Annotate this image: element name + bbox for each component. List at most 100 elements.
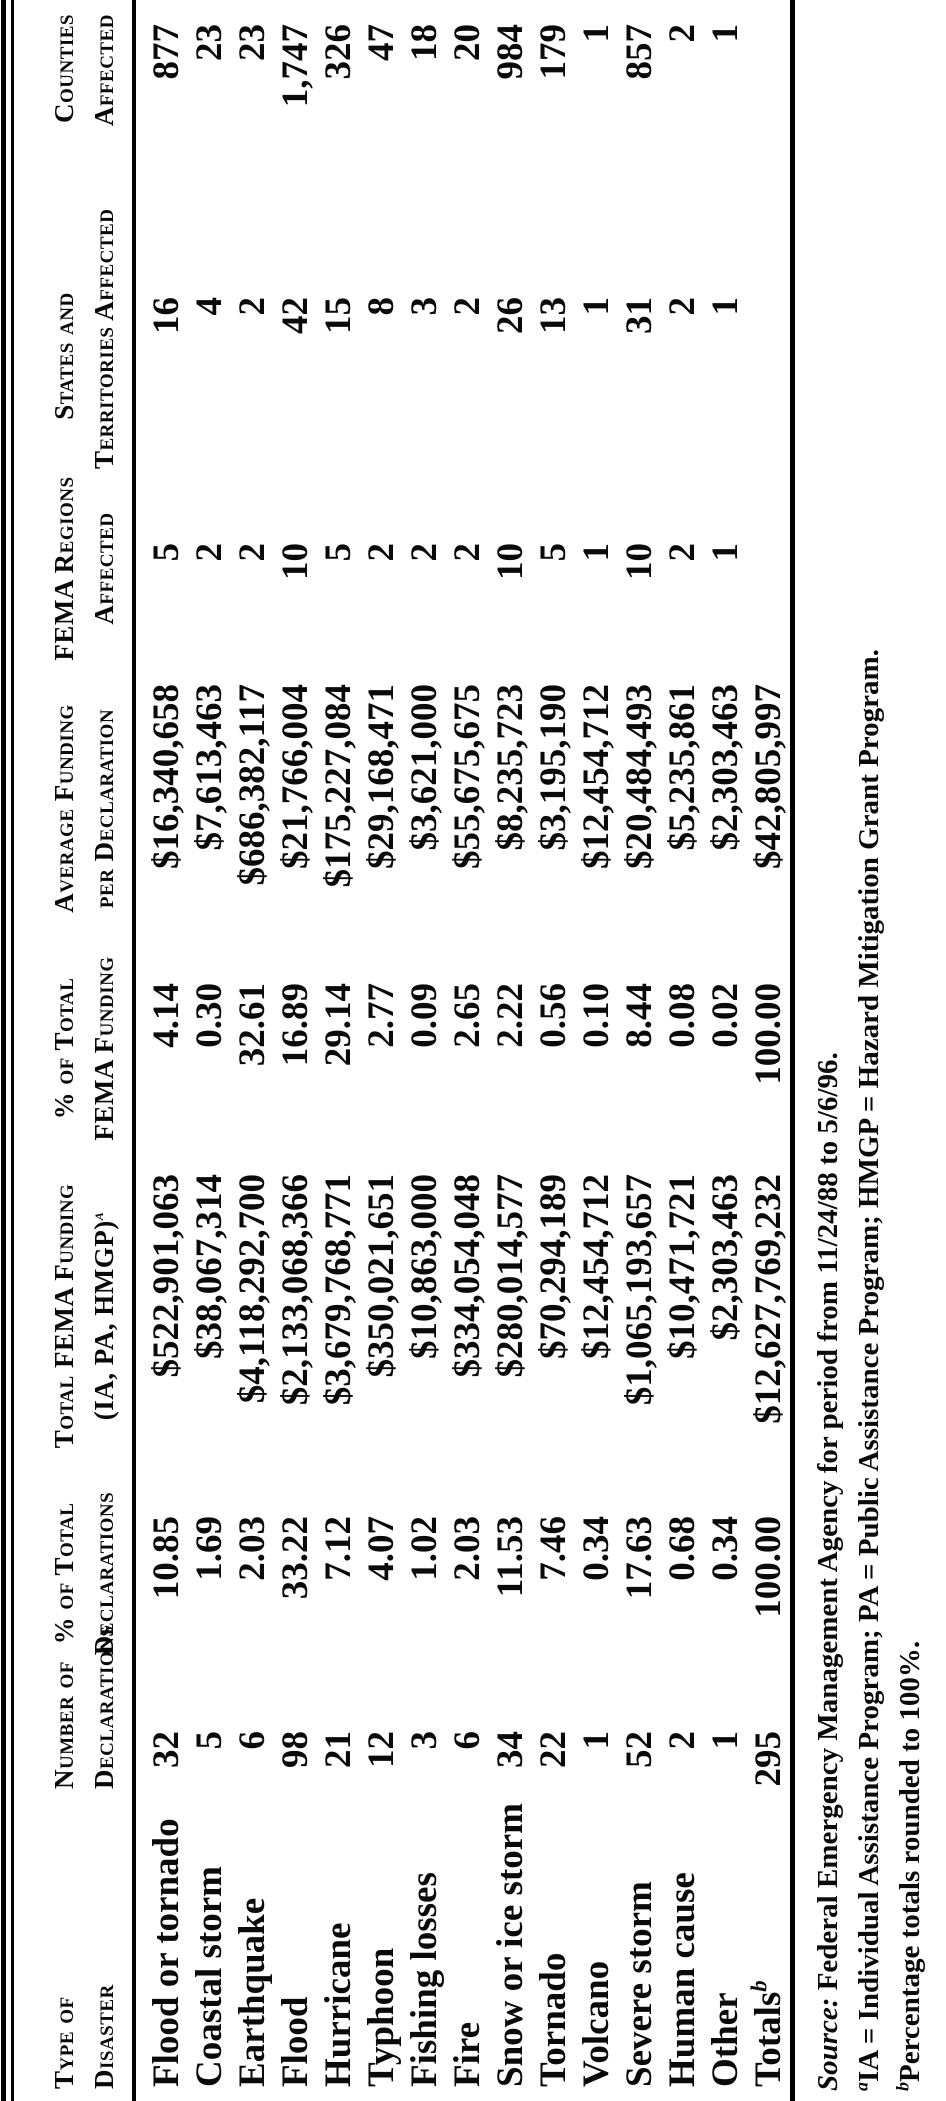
header-line: Counties	[49, 14, 79, 124]
cell-counties: 877	[146, 24, 187, 80]
cell-avg-funding: $686,382,117	[232, 684, 273, 886]
cell-counties: 1	[576, 24, 617, 43]
cell-fema-regions: 5	[533, 543, 574, 562]
cell-type: Typhoon	[361, 1947, 402, 2087]
cell-avg-funding: $3,195,190	[533, 684, 574, 851]
cell-fema-regions: 5	[318, 543, 359, 562]
cell-total-funding: $38,067,314	[189, 1174, 230, 1359]
header-line: Average Funding	[49, 704, 79, 913]
cell-type: Flood or tornado	[146, 1818, 187, 2087]
header-line: FEMA Regions	[49, 476, 79, 661]
column-header-states: States and Territories Affected	[14, 209, 134, 471]
footnotes: Source: Federal Emergency Management Age…	[808, 0, 931, 2101]
column-header-counties: Counties Affected	[14, 0, 134, 241]
cell-avg-funding: $8,235,723	[490, 684, 531, 851]
cell-num-decl: 1	[705, 1731, 746, 1750]
cell-total-funding: $350,021,651	[361, 1174, 402, 1378]
table-row: Snow or ice storm 34 11.53 $280,014,577 2.22…	[489, 0, 532, 2101]
cell-pct-funding: 2.22	[490, 983, 531, 1048]
cell-pct-funding: 0.30	[189, 983, 230, 1048]
fema-disaster-table: Type of Disaster Number of Declarations …	[14, 0, 795, 2101]
table-row: Human cause 2 0.68 $10,471,721 0.08 $5,235,86…	[661, 0, 704, 2101]
cell-fema-regions: 2	[447, 543, 488, 562]
cell-total-funding: $10,863,000	[404, 1174, 445, 1359]
table-row: Other 1 0.34 $2,303,463 0.02 $2,303,463 1 1 1	[704, 0, 747, 2101]
cell-fema-regions: 1	[705, 543, 746, 562]
cell-avg-funding: $12,454,712	[576, 684, 617, 869]
header-line: Declarations	[89, 1625, 119, 1789]
cell-type: Volcano	[576, 1960, 617, 2087]
cell-total-funding: $12,454,712	[576, 1174, 617, 1359]
source-text: Federal Emergency Management Agency for …	[812, 1052, 844, 1998]
cell-num-decl: 295	[747, 1661, 793, 1791]
header-line: per Declaration	[89, 708, 119, 909]
cell-type: Earthquake	[232, 1897, 273, 2087]
cell-fema-regions	[747, 471, 793, 666]
cell-total-funding: $1,065,193,657	[619, 1174, 660, 1406]
cell-avg-funding: $21,766,004	[275, 684, 316, 869]
cell-counties	[747, 0, 793, 241]
column-header-fema-regions: FEMA Regions Affected	[14, 471, 134, 666]
cell-total-funding: $3,679,768,771	[318, 1174, 359, 1406]
header-line: Declarations	[89, 1491, 119, 1656]
cell-avg-funding: $55,675,675	[447, 684, 488, 869]
cell-num-decl: 3	[404, 1731, 445, 1750]
table-top-double-rule	[1, 0, 14, 2101]
header-line: Total FEMA Funding	[49, 1183, 79, 1449]
cell-pct-decl: 33.22	[275, 1516, 316, 1600]
cell-pct-funding: 0.56	[533, 983, 574, 1048]
header-line: Affected	[89, 14, 119, 127]
cell-pct-funding: 2.77	[361, 983, 402, 1048]
cell-pct-decl: 0.34	[705, 1516, 746, 1581]
cell-pct-decl: 1.69	[189, 1516, 230, 1581]
cell-states: 42	[275, 297, 316, 334]
cell-num-decl: 6	[447, 1731, 488, 1750]
cell-num-decl: 1	[576, 1731, 617, 1750]
totals-row: Totalsb 295 100.00 $12,627,769,232 100.00 $42…	[747, 0, 793, 2101]
header-line: % of Total	[49, 977, 79, 1120]
cell-type: Severe storm	[619, 1881, 660, 2087]
cell-counties: 1	[705, 24, 746, 43]
cell-avg-funding: $29,168,471	[361, 684, 402, 869]
cell-pct-decl: 0.34	[576, 1516, 617, 1581]
header-line: States and	[49, 292, 79, 420]
cell-counties: 2	[662, 24, 703, 43]
table-row: Earthquake 6 2.03 $4,118,292,700 32.61 $686,3…	[231, 0, 274, 2101]
cell-num-decl: 12	[361, 1731, 402, 1768]
cell-pct-decl: 10.85	[146, 1516, 187, 1600]
cell-num-decl: 21	[318, 1731, 359, 1768]
footnote-a-text: IA = Individual Assistance Program; PA =…	[853, 649, 885, 2083]
cell-pct-decl: 4.07	[361, 1516, 402, 1581]
footnote-source: Source: Federal Emergency Management Age…	[808, 0, 849, 2091]
cell-pct-funding: 0.08	[662, 983, 703, 1048]
cell-avg-funding: $3,621,000	[404, 684, 445, 851]
cell-pct-decl: 11.53	[490, 1516, 531, 1598]
column-header-pct-funding: % of Total FEMA Funding	[14, 951, 134, 1146]
cell-type: Hurricane	[318, 1922, 359, 2087]
cell-num-decl: 32	[146, 1731, 187, 1768]
cell-type: Coastal storm	[189, 1866, 230, 2087]
table-row: Severe storm 52 17.63 $1,065,193,657 8.44 $20…	[618, 0, 661, 2101]
cell-fema-regions: 10	[490, 543, 531, 580]
cell-total-funding: $4,118,292,700	[232, 1174, 273, 1404]
cell-counties: 23	[189, 24, 230, 61]
cell-type: Human cause	[662, 1872, 703, 2087]
cell-avg-funding: $175,227,084	[318, 684, 359, 888]
cell-type: Fire	[447, 2021, 488, 2087]
cell-total-funding: $2,303,463	[705, 1174, 746, 1341]
cell-states: 15	[318, 297, 359, 334]
cell-counties: 18	[404, 24, 445, 61]
cell-total-funding: $12,627,769,232	[747, 1146, 793, 1486]
table-header: Type of Disaster Number of Declarations …	[14, 0, 134, 2101]
footnote-b: bPercentage totals rounded to 100%.	[890, 0, 931, 2091]
cell-counties: 326	[318, 24, 359, 80]
footnote-marker-a: a	[851, 2082, 872, 2091]
cell-pct-funding: 0.02	[705, 983, 746, 1048]
column-header-total-funding: Total FEMA Funding (IA, PA, HMGP)a	[14, 1146, 134, 1486]
footnote-marker-b: b	[746, 1980, 772, 1992]
cell-counties: 984	[490, 24, 531, 80]
cell-fema-regions: 10	[619, 543, 660, 580]
cell-fema-regions: 2	[361, 543, 402, 562]
cell-total-funding: $10,471,721	[662, 1174, 703, 1359]
